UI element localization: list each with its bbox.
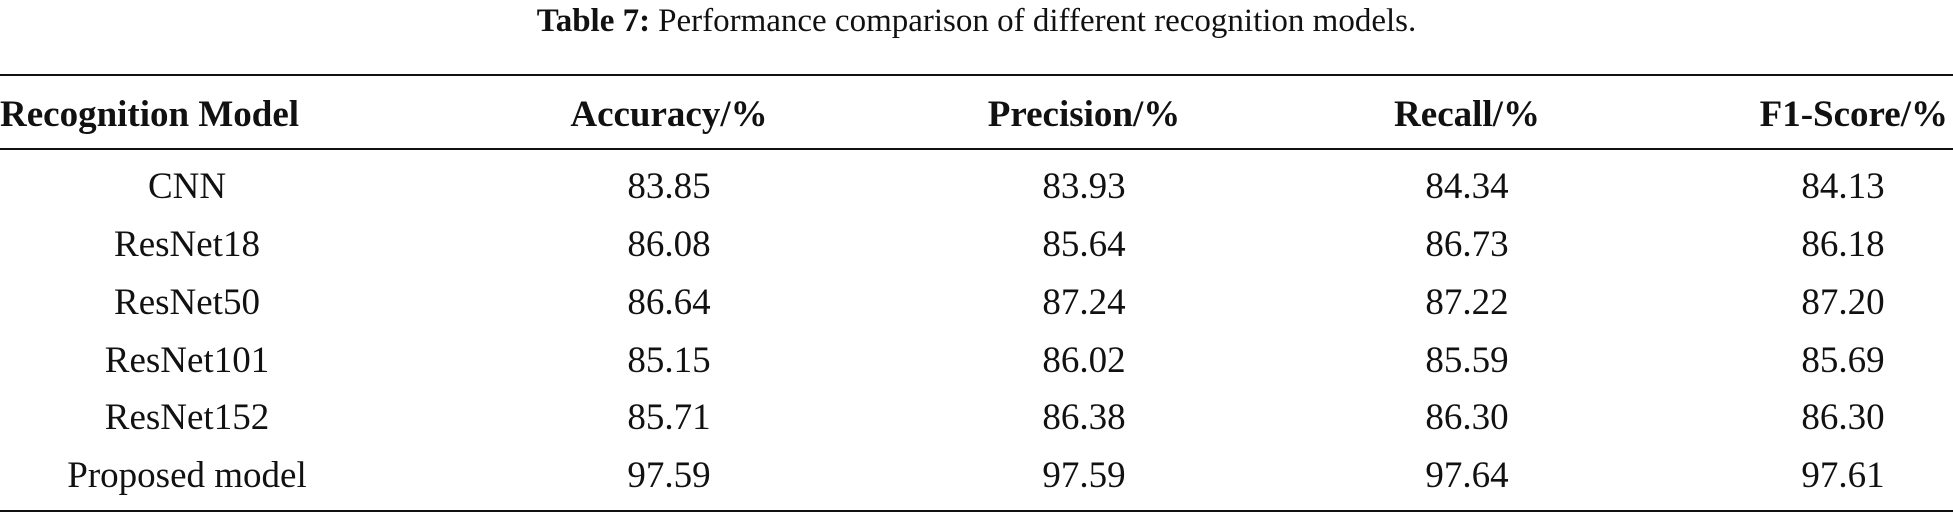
- table-cell: 97.64: [1425, 455, 1509, 496]
- row-label: ResNet18: [114, 224, 260, 265]
- table-cell: 86.02: [1042, 340, 1126, 381]
- header-rule: [0, 148, 1953, 150]
- table-cell: 97.61: [1801, 455, 1885, 496]
- table-cell: 83.93: [1042, 166, 1126, 207]
- table-cell: 85.59: [1425, 340, 1509, 381]
- table-cell: 84.13: [1801, 166, 1885, 207]
- column-header: Recall/%: [1394, 94, 1540, 135]
- row-label: ResNet101: [104, 340, 270, 381]
- row-label: Proposed model: [67, 455, 307, 496]
- table-cell: 86.64: [627, 282, 711, 323]
- table-cell: 86.30: [1425, 397, 1509, 438]
- table-cell: 86.30: [1801, 397, 1885, 438]
- table-cell: 84.34: [1425, 166, 1509, 207]
- caption-text: Performance comparison of different reco…: [658, 3, 1417, 39]
- table-cell: 86.18: [1801, 224, 1885, 265]
- caption-label: Table 7:: [536, 3, 651, 39]
- table-cell: 83.85: [627, 166, 711, 207]
- table-caption: Table 7: Performance comparison of differ…: [0, 0, 1953, 42]
- row-label: ResNet152: [104, 397, 270, 438]
- table-cell: 87.20: [1801, 282, 1885, 323]
- column-header: Precision/%: [987, 94, 1181, 135]
- table-cell: 85.71: [627, 397, 711, 438]
- table-cell: 86.73: [1425, 224, 1509, 265]
- table-cell: 87.22: [1425, 282, 1509, 323]
- table-cell: 86.38: [1042, 397, 1126, 438]
- table-cell: 97.59: [627, 455, 711, 496]
- table-cell: 85.69: [1801, 340, 1885, 381]
- top-rule: [0, 74, 1953, 76]
- table-cell: 97.59: [1042, 455, 1126, 496]
- bottom-rule: [0, 510, 1953, 512]
- column-header: Recognition Model: [0, 94, 300, 135]
- table-cell: 87.24: [1042, 282, 1126, 323]
- column-header: Accuracy/%: [570, 94, 768, 135]
- column-header: F1-Score/%: [1759, 94, 1948, 135]
- table-cell: 85.15: [627, 340, 711, 381]
- row-label: ResNet50: [114, 282, 260, 323]
- row-label: CNN: [147, 166, 227, 207]
- table-cell: 86.08: [627, 224, 711, 265]
- table-cell: 85.64: [1042, 224, 1126, 265]
